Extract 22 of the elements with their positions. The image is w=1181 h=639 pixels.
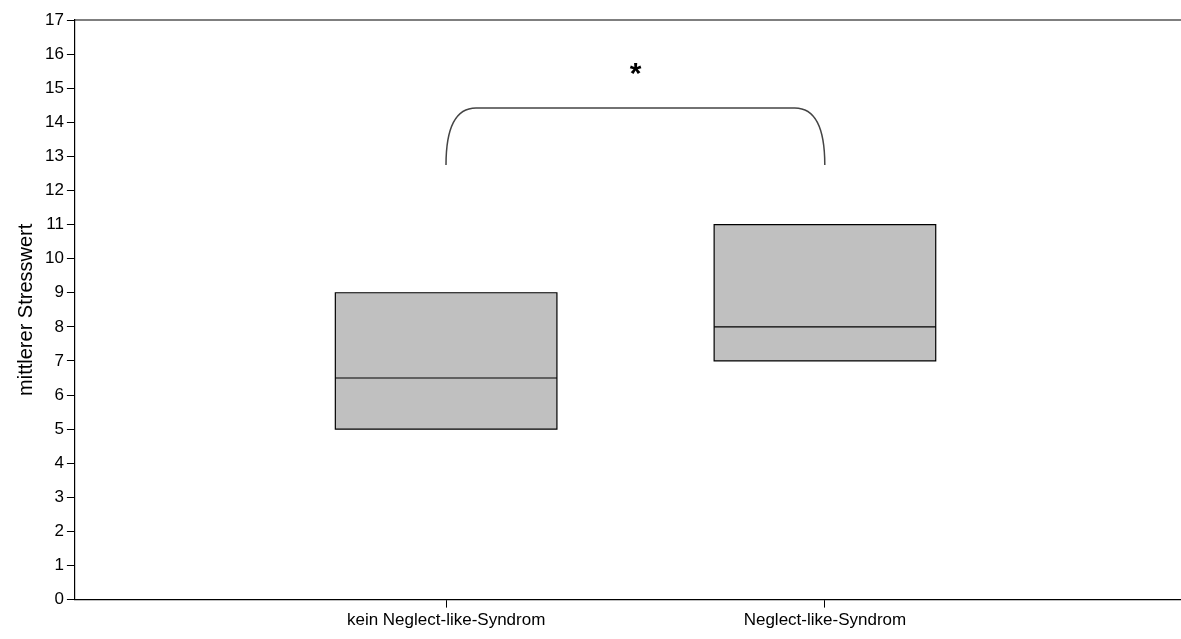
y-axis-title: mittlerer Stresswert xyxy=(13,223,36,396)
y-tick-label: 3 xyxy=(54,487,64,507)
y-tick-label: 17 xyxy=(44,9,64,29)
y-tick-label: 14 xyxy=(44,111,64,131)
y-tick-label: 9 xyxy=(54,282,64,302)
y-tick-label: 13 xyxy=(44,146,64,166)
y-tick-label: 7 xyxy=(54,350,64,370)
y-tick-label: 8 xyxy=(54,316,64,336)
y-tick-label: 5 xyxy=(54,418,64,438)
y-tick-label: 11 xyxy=(46,214,64,234)
y-tick-label: 0 xyxy=(54,589,64,609)
x-tick-label: Neglect-like-Syndrom xyxy=(743,610,907,630)
y-tick-label: 15 xyxy=(44,77,64,97)
y-tick-label: 10 xyxy=(44,248,64,268)
y-tick-label: 4 xyxy=(54,452,64,472)
y-tick-label: 2 xyxy=(54,521,64,541)
y-tick-label: 6 xyxy=(54,384,64,404)
y-tick-label: 12 xyxy=(44,180,64,200)
y-tick-label: 16 xyxy=(44,43,64,63)
annotation: * xyxy=(629,56,642,90)
x-tick-label: kein Neglect-like-Syndrom xyxy=(346,610,546,630)
y-tick-label: 1 xyxy=(54,555,64,575)
